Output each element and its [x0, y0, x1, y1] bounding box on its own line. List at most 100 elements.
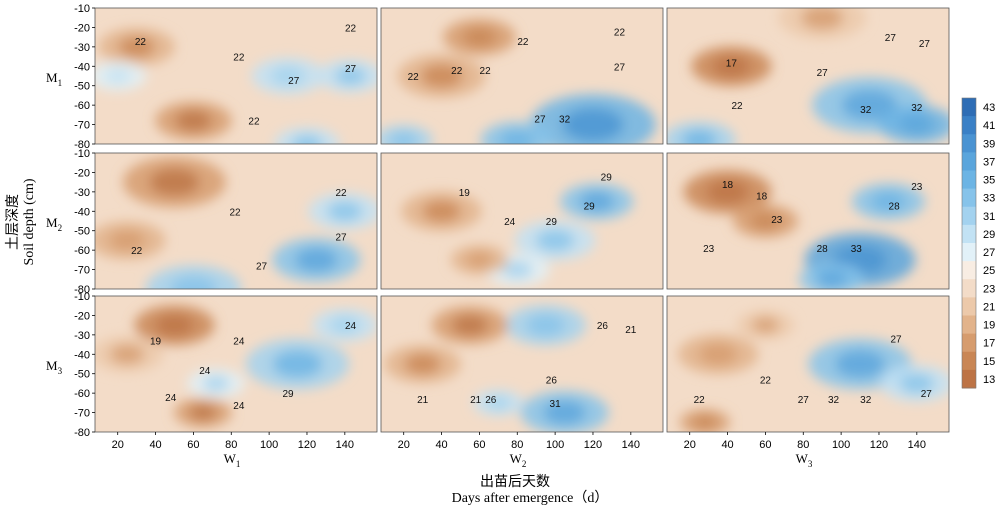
- colorbar-tick-label: 23: [983, 283, 995, 295]
- colorbar-swatch: [962, 351, 976, 371]
- colorbar-tick-label: 29: [983, 229, 995, 241]
- axes: -10-20-30-40-50-60-70-80-10-20-30-40-50-…: [46, 3, 926, 469]
- heatmap-panel-r1-c1: 22 22 27 27 22 22: [95, 8, 377, 144]
- contour-label: 24: [233, 401, 245, 412]
- contour-label: 29: [546, 217, 558, 228]
- y-tick-label: -40: [74, 206, 90, 218]
- y-tick-label: -30: [74, 42, 90, 54]
- colorbar-swatch: [962, 333, 976, 353]
- x-tick-label: 40: [721, 439, 733, 451]
- x-tick-label: 120: [870, 439, 888, 451]
- colorbar-tick-label: 13: [983, 374, 995, 386]
- colorbar-swatch: [962, 243, 976, 262]
- colorbar-swatch: [962, 170, 976, 190]
- value-core: [155, 314, 194, 336]
- heatmap-panel-r2-c3: 18 18 23 23 28 33 28 23: [667, 153, 949, 289]
- value-core: [175, 110, 212, 131]
- colorbar-tick-label: 33: [983, 193, 995, 205]
- value-core: [816, 270, 848, 289]
- y-tick-label: -80: [74, 284, 90, 296]
- contour-label: 22: [248, 117, 260, 128]
- value-core: [712, 55, 751, 78]
- contour-label: 22: [408, 72, 420, 83]
- contour-label: 19: [459, 188, 471, 199]
- value-core: [420, 64, 463, 88]
- y-tick-label: -70: [74, 408, 90, 420]
- value-core: [108, 230, 146, 251]
- y-tick-label: -10: [74, 291, 90, 303]
- row-label-m1: M1: [46, 70, 62, 88]
- contour-label: 27: [798, 395, 810, 406]
- colorbar-tick-label: 15: [983, 356, 995, 368]
- contour-label: 22: [760, 376, 772, 387]
- y-axis-title-cn: 土层深度: [5, 194, 21, 250]
- heatmap-panel-r1-c3: 17 22 27 32 32 27 27: [667, 8, 949, 144]
- y-tick-label: -20: [74, 22, 90, 34]
- value-core: [118, 36, 155, 58]
- contour-label: 23: [703, 244, 715, 255]
- panel-frame: [666, 7, 950, 145]
- contour-label: 22: [131, 246, 143, 257]
- contour-label: 32: [860, 395, 872, 406]
- contour-label: 32: [911, 103, 923, 114]
- contour-label: 21: [470, 395, 482, 406]
- contour-label: 26: [546, 376, 558, 387]
- contour-label: 28: [889, 201, 901, 212]
- x-tick-label: 20: [398, 439, 410, 451]
- x-tick-label: 60: [759, 439, 771, 451]
- colorbar-swatch: [962, 134, 976, 153]
- y-tick-label: -70: [74, 265, 90, 277]
- y-tick-label: -20: [74, 167, 90, 179]
- value-core: [329, 316, 361, 334]
- colorbar-tick-label: 17: [983, 338, 995, 350]
- value-core: [706, 180, 749, 204]
- value-core: [451, 314, 489, 336]
- value-core: [535, 229, 575, 252]
- value-core: [295, 248, 338, 272]
- panel-frame: [94, 295, 378, 433]
- colorbar-swatch: [962, 224, 976, 244]
- heatmap-panel-r3-c3: 22 22 27 32 32 27 27: [667, 296, 949, 432]
- colorbar-swatch: [962, 188, 976, 208]
- contour-label: 27: [890, 335, 902, 346]
- contour-label: 19: [150, 337, 162, 348]
- column-label-w1: W1: [224, 451, 241, 469]
- contour-label: 22: [731, 101, 743, 112]
- contour-label: 24: [345, 321, 357, 332]
- heatmap-panel-r2-c1: 22 22 27 27 22: [95, 153, 377, 289]
- colorbar: 43 41 39 37 35 33 31 29 27 25 23 21 19 17 15 13: [961, 97, 995, 389]
- value-core: [109, 344, 145, 365]
- contour-label: 23: [771, 215, 783, 226]
- panel-frame: [666, 295, 950, 433]
- colorbar-swatch: [962, 98, 976, 117]
- contour-label: 22: [335, 188, 347, 199]
- y-tick-label: -40: [74, 61, 90, 73]
- colorbar-swatch: [962, 261, 976, 280]
- value-core: [390, 132, 418, 144]
- contour-label: 29: [601, 172, 613, 183]
- y-tick-label: -50: [74, 226, 90, 238]
- contour-label: 22: [233, 53, 245, 64]
- value-core: [543, 400, 586, 425]
- panel-frame: [94, 7, 378, 145]
- contour-label: 21: [417, 395, 429, 406]
- value-core: [291, 135, 323, 144]
- contour-label: 27: [921, 389, 933, 400]
- heatmap-panel-r3-c1: 19 24 24 24 24 29 24: [95, 296, 377, 432]
- x-tick-label: 120: [584, 439, 602, 451]
- colorbar-tick-label: 21: [983, 301, 995, 313]
- colorbar-swatch: [962, 116, 976, 135]
- contour-label: 22: [229, 207, 241, 218]
- contour-label: 32: [860, 105, 872, 116]
- contour-label: 22: [451, 66, 463, 77]
- contour-label: 24: [504, 217, 516, 228]
- x-tick-label: 140: [336, 439, 354, 451]
- contour-label: 32: [828, 395, 840, 406]
- value-core: [170, 276, 217, 289]
- contour-label: 22: [517, 37, 529, 48]
- x-tick-label: 20: [112, 439, 124, 451]
- value-core: [149, 168, 200, 196]
- y-tick-label: -80: [74, 427, 90, 439]
- contour-label: 17: [726, 58, 738, 69]
